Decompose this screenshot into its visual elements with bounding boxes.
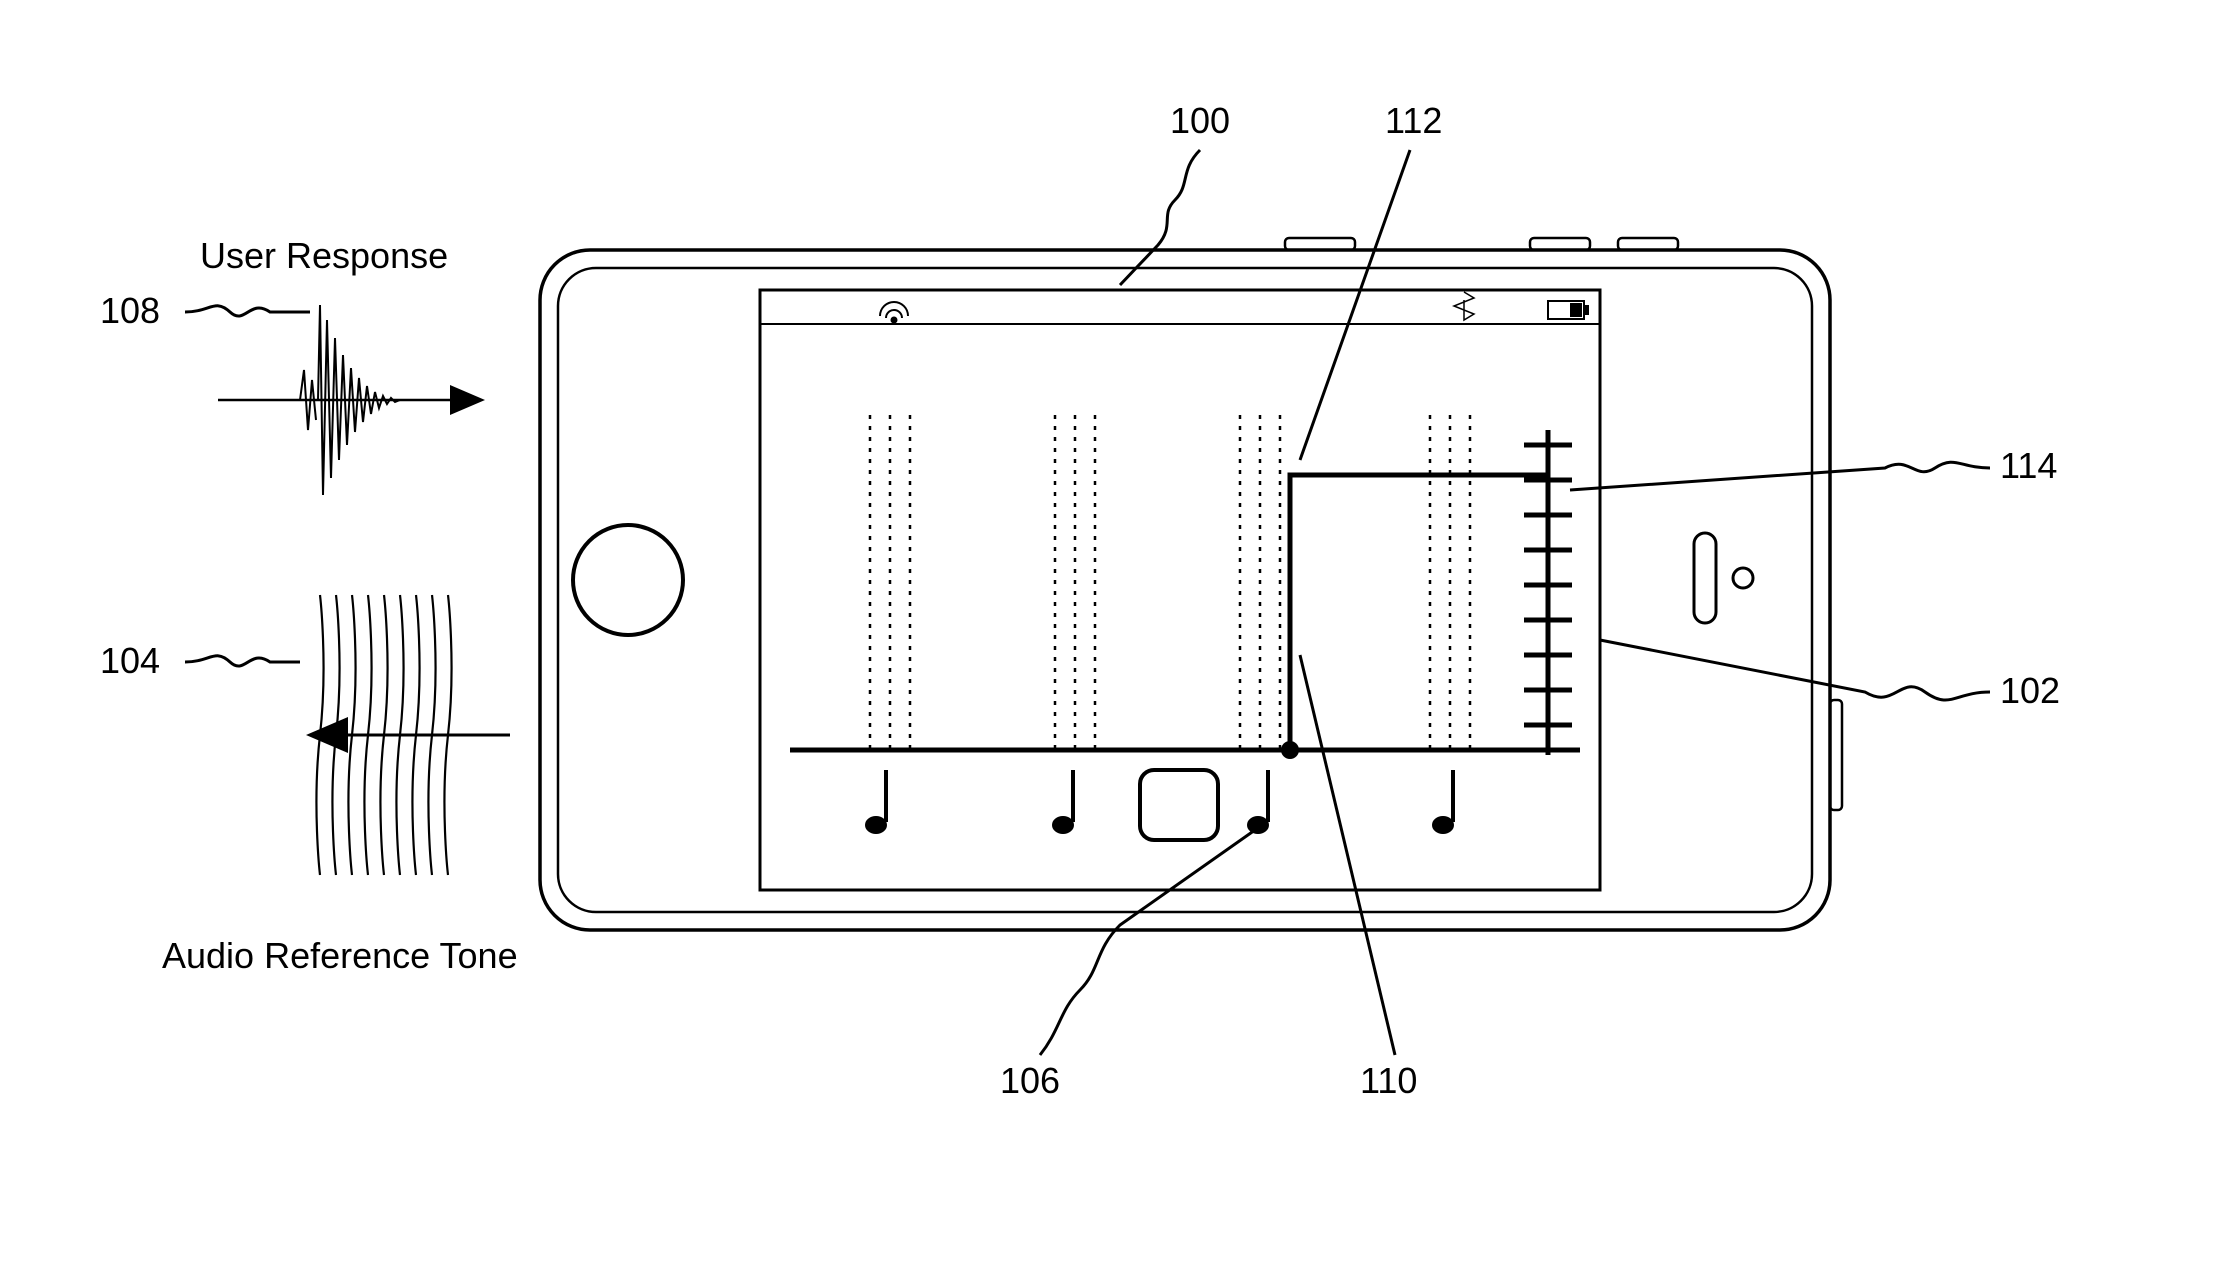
speaker-slot	[1694, 533, 1716, 623]
tone-waveform	[312, 595, 510, 875]
phone-top-button	[1618, 238, 1678, 250]
stop-button[interactable]	[1140, 770, 1218, 840]
impulse-waveform	[218, 305, 480, 495]
leader-108	[185, 306, 310, 316]
home-button[interactable]	[573, 525, 683, 635]
leader-100	[1120, 150, 1200, 285]
figure-svg	[0, 0, 2238, 1275]
phone-side-button	[1830, 700, 1842, 810]
patent-figure-canvas: User Response Audio Reference Tone 108 1…	[0, 0, 2238, 1275]
leader-102	[1600, 640, 1990, 700]
leader-104	[185, 656, 300, 666]
phone-top-button	[1285, 238, 1355, 250]
phone-top-button	[1530, 238, 1590, 250]
camera-lens	[1733, 568, 1753, 588]
leader-114	[1570, 462, 1990, 490]
